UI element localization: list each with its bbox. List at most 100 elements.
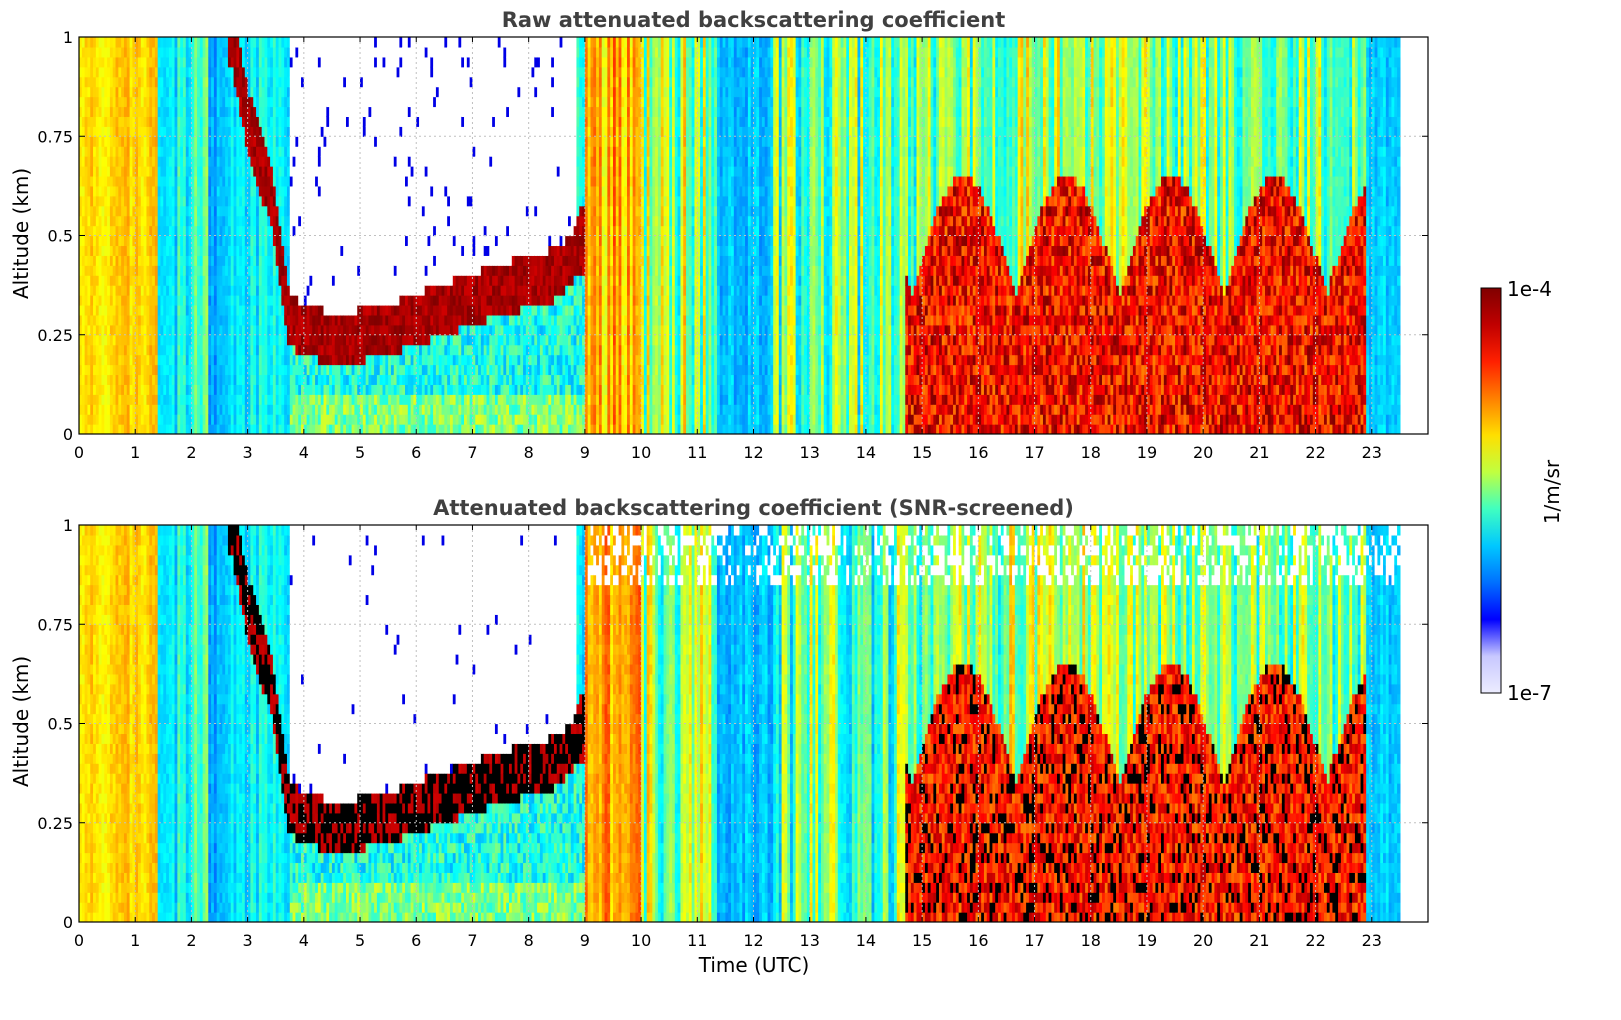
heatmap-cell [81, 404, 86, 415]
heatmap-cell [138, 414, 142, 425]
heatmap-cell [132, 66, 136, 78]
heatmap-cell [87, 424, 91, 434]
heatmap-cell [115, 304, 119, 316]
heatmap-cell [90, 404, 94, 415]
heatmap-cell [101, 324, 105, 336]
heatmap-cell [132, 304, 136, 316]
heatmap-cell [126, 126, 131, 137]
heatmap-cell [140, 66, 145, 78]
heatmap-cell [104, 116, 108, 127]
heatmap-cell [146, 374, 150, 385]
heatmap-cell [90, 255, 94, 266]
heatmap-cell [81, 245, 86, 256]
heatmap-cell [107, 86, 111, 98]
heatmap-cell [118, 37, 122, 48]
heatmap-cell [126, 324, 131, 336]
heatmap-cell [98, 384, 103, 395]
heatmap-cell [93, 324, 97, 336]
heatmap-cell [118, 56, 122, 68]
heatmap-cell [129, 175, 133, 187]
heatmap-cell [90, 424, 94, 434]
heatmap-cell [121, 37, 125, 48]
heatmap-cell [132, 384, 136, 395]
heatmap-cell [126, 414, 131, 425]
heatmap-cell [107, 225, 111, 237]
heatmap-cell [93, 374, 97, 385]
heatmap-cell [135, 324, 139, 336]
heatmap-cell [101, 185, 105, 197]
heatmap-cell [107, 404, 111, 415]
heatmap-cell [115, 146, 119, 157]
heatmap-cell [93, 314, 97, 326]
heatmap-cell [146, 235, 150, 247]
heatmap-cell [104, 394, 108, 405]
heatmap-cell [112, 66, 117, 78]
heatmap-cell [87, 116, 91, 127]
heatmap-cell [87, 86, 91, 98]
heatmap-cell [138, 324, 142, 336]
heatmap-cell [93, 185, 97, 197]
heatmap-cell [109, 304, 114, 316]
heatmap-cell [126, 116, 131, 127]
heatmap-cell [140, 285, 145, 296]
heatmap-cell [93, 126, 97, 137]
heatmap-cell [95, 86, 100, 98]
heatmap-cell [129, 265, 133, 276]
heatmap-cell [101, 195, 105, 207]
heatmap-cell [115, 245, 119, 256]
heatmap-cell [115, 344, 119, 356]
heatmap-cell [79, 374, 83, 385]
heatmap-cell [112, 235, 117, 247]
heatmap-cell [104, 205, 108, 217]
heatmap-cell [115, 424, 119, 434]
heatmap-cell [79, 215, 83, 227]
heatmap-cell [101, 106, 105, 118]
heatmap-cell [123, 86, 128, 98]
heatmap-cell [98, 205, 103, 217]
heatmap-cell [95, 76, 100, 88]
heatmap-cell [84, 106, 89, 118]
heatmap-cell [104, 215, 108, 227]
heatmap-cell [123, 37, 128, 48]
heatmap-cell [143, 37, 148, 48]
heatmap-cell [90, 56, 94, 68]
heatmap-cell [115, 255, 119, 266]
heatmap-cell [123, 146, 128, 157]
heatmap-cell [143, 414, 148, 425]
heatmap-cell [104, 424, 108, 434]
heatmap-cell [129, 195, 133, 207]
heatmap-cell [93, 86, 97, 98]
heatmap-cell [118, 334, 122, 346]
heatmap-cell [135, 116, 139, 127]
heatmap-cell [81, 66, 86, 78]
heatmap-cell [79, 116, 83, 127]
heatmap-cell [104, 354, 108, 366]
heatmap-cell [140, 265, 145, 276]
heatmap-cell [95, 414, 100, 425]
heatmap-cell [79, 265, 83, 276]
heatmap-cell [95, 265, 100, 276]
heatmap-cell [118, 285, 122, 296]
heatmap-cell [135, 404, 139, 415]
heatmap-cell [140, 86, 145, 98]
heatmap-cell [79, 314, 83, 326]
heatmap-cell [118, 404, 122, 415]
heatmap-cell [95, 106, 100, 118]
heatmap-cell [98, 46, 103, 58]
heatmap-cell [129, 46, 133, 58]
heatmap-cell [81, 215, 86, 227]
heatmap-cell [115, 265, 119, 276]
heatmap-cell [143, 106, 148, 118]
heatmap-cell [123, 265, 128, 276]
heatmap-cell [129, 215, 133, 227]
heatmap-cell [132, 374, 136, 385]
chart-1-plot-area: 0 1 2 3 4 5 6 7 8 9 10 11 12 13 14 15 16 17 18 19 20 21 22 2300… [37, 28, 1429, 462]
heatmap-cell [129, 76, 133, 88]
heatmap-cell [140, 255, 145, 266]
heatmap-cell [115, 235, 119, 247]
heatmap-cell [123, 46, 128, 58]
heatmap-cell [107, 46, 111, 58]
heatmap-cell [107, 126, 111, 137]
heatmap-cells [79, 37, 1401, 434]
heatmap-cell [98, 66, 103, 78]
